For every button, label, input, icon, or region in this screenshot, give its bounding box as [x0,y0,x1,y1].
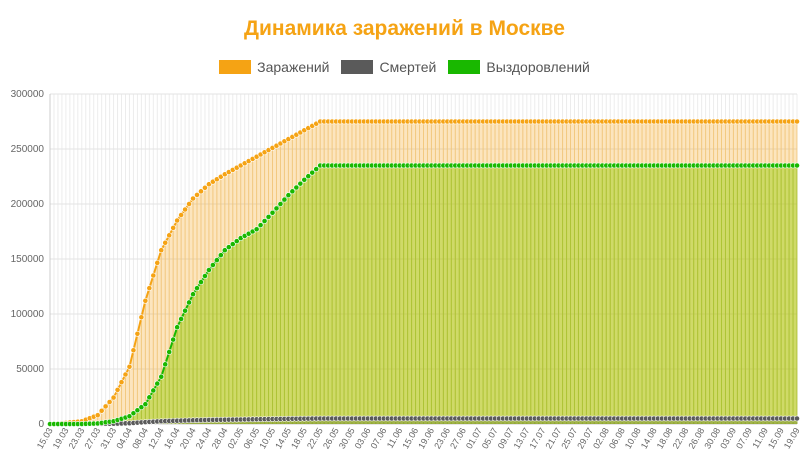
series-point-0 [98,407,105,414]
series-point-2 [210,262,216,268]
series-point-2 [170,336,177,343]
series-point-2 [281,196,288,203]
series-point-2 [130,410,137,417]
series-point-2 [138,404,145,411]
x-tick-label: 07.06 [369,426,389,451]
series-point-2 [126,413,133,420]
series-point-2 [146,394,153,401]
series-point-2 [301,176,308,183]
series-point-0 [158,247,165,254]
series-point-2 [273,205,280,212]
series-point-0 [138,314,145,321]
series-point-0 [150,272,157,279]
series-point-2 [221,247,228,254]
legend-swatch-recoveries [448,60,481,74]
series-point-2 [166,349,173,355]
y-tick-label: 0 [38,419,44,430]
series-point-0 [146,285,153,292]
series-point-2 [217,252,224,259]
legend-label-deaths: Смертей [379,59,437,75]
y-tick-label: 200000 [11,199,45,210]
series-point-2 [142,401,149,408]
series-point-2 [213,257,220,263]
series-point-0 [174,217,181,224]
series-point-0 [202,184,208,191]
y-tick-label: 50000 [16,364,44,375]
series-point-2 [794,162,800,169]
series-point-2 [261,218,268,224]
y-tick-label: 100000 [11,309,45,320]
series-point-2 [162,361,169,368]
series-point-1 [794,415,800,422]
y-tick-label: 250000 [11,144,45,155]
series-point-2 [194,285,200,292]
series-point-2 [190,291,196,298]
series-point-2 [150,387,157,394]
legend-swatch-infections [219,60,252,74]
series-point-0 [114,386,121,393]
series-point-0 [186,201,192,207]
series-point-0 [118,379,125,386]
series-point-0 [126,363,133,370]
series-point-2 [198,279,204,285]
series-point-0 [190,195,196,202]
series-point-0 [182,206,188,213]
series-point-0 [142,297,149,304]
series-point-2 [277,201,284,207]
legend-item-infections[interactable]: Заражений [219,59,329,75]
y-tick-label: 150000 [11,254,45,265]
series-point-2 [253,226,260,233]
series-point-2 [154,380,161,387]
series-point-2 [233,238,240,245]
series-point-2 [289,188,296,195]
series-point-2 [285,192,292,199]
series-point-2 [313,166,320,172]
series-point-0 [794,118,800,125]
series-point-2 [206,267,212,273]
series-point-0 [198,188,204,195]
series-point-2 [202,273,208,279]
series-point-0 [170,225,177,231]
series-point-2 [265,214,272,220]
legend-label-recoveries: Выздоровлений [486,59,590,75]
series-point-0 [110,394,117,401]
series-point-0 [102,403,109,410]
series-point-0 [122,371,129,378]
series-point-2 [257,222,264,229]
legend-swatch-deaths [341,60,374,74]
series-point-2 [186,299,192,306]
legend-item-deaths[interactable]: Смертей [341,59,436,75]
series-point-0 [134,330,141,337]
series-point-2 [178,316,185,322]
series-point-0 [178,212,185,218]
series-point-0 [166,232,173,239]
series-point-2 [182,307,188,314]
y-tick-label: 300000 [11,89,45,100]
series-point-2 [305,173,312,180]
series-point-0 [154,259,161,266]
chart-title: Динамика заражений в Москве [244,17,565,40]
series-point-0 [106,399,113,405]
series-point-0 [194,192,200,198]
legend: Заражений Смертей Выздоровлений [0,59,809,75]
series-point-2 [158,373,165,380]
series-point-2 [134,407,141,414]
series-point-2 [309,169,316,176]
series-point-2 [297,180,304,187]
x-tick-label: 19.09 [782,426,802,451]
series-point-0 [162,239,169,246]
series-point-0 [94,412,101,419]
series-point-2 [229,241,236,248]
legend-item-recoveries[interactable]: Выздоровлений [448,59,590,75]
series-point-2 [225,244,232,251]
series-point-2 [174,324,181,331]
series-point-2 [293,184,300,191]
legend-label-infections: Заражений [257,59,330,75]
x-tick-label: 07.09 [734,426,754,451]
series-point-0 [130,347,137,354]
series-point-2 [269,209,276,216]
